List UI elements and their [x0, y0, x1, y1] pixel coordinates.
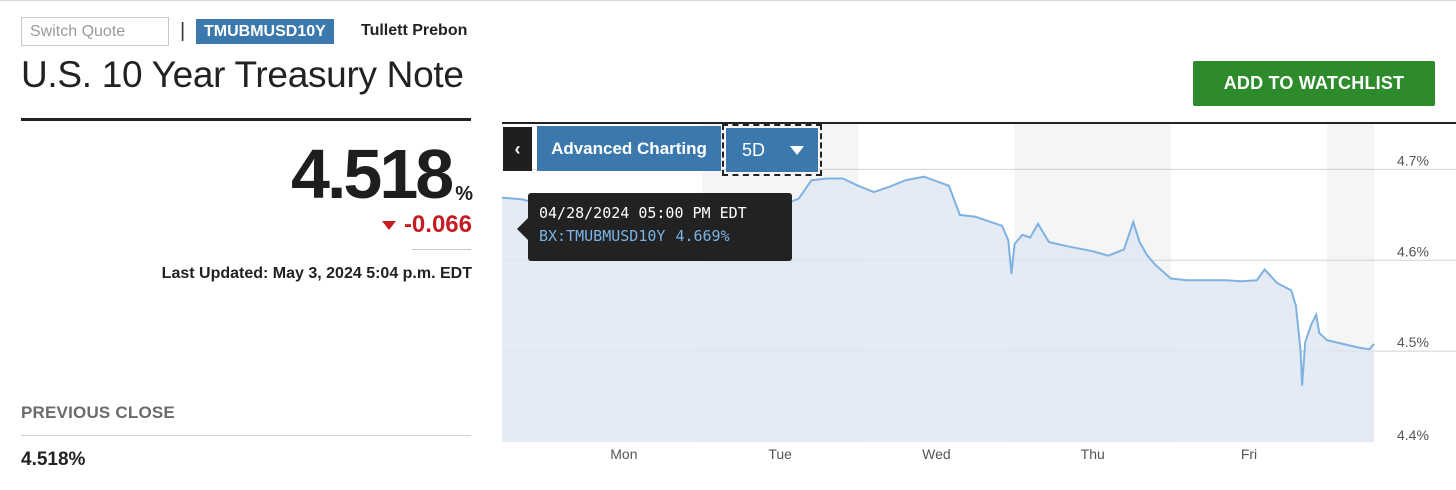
x-tick-label: Thu [1081, 446, 1105, 462]
quote-divider [21, 118, 471, 121]
tooltip-datetime: 04/28/2024 05:00 PM EDT [539, 204, 747, 222]
previous-close-label: PREVIOUS CLOSE [21, 403, 175, 422]
chart-tooltip: 04/28/2024 05:00 PM EDT BX:TMUBMUSD10Y 4.… [517, 193, 792, 261]
tooltip-series: BX:TMUBMUSD10Y [539, 227, 666, 245]
change-block: -0.066 [381, 211, 472, 239]
last-updated: Last Updated: May 3, 2024 5:04 p.m. EDT [161, 265, 472, 282]
price-change: -0.066 [403, 211, 472, 238]
ticker-badge: TMUBMUSD10Y [196, 19, 334, 44]
price-block: 4.518 % [291, 136, 473, 212]
x-tick-label: Mon [610, 446, 637, 462]
chevron-left-icon: ‹ [514, 138, 521, 159]
x-tick-label: Wed [922, 446, 951, 462]
add-to-watchlist-button[interactable]: ADD TO WATCHLIST [1193, 61, 1435, 106]
current-price: 4.518 [291, 135, 454, 213]
x-tick-label: Fri [1241, 446, 1257, 462]
header-separator: | [180, 20, 186, 42]
top-divider [0, 0, 1456, 1]
range-dropdown[interactable]: 5D [722, 124, 822, 176]
collapse-chart-button[interactable]: ‹ [503, 127, 532, 171]
chart-divider [502, 122, 1456, 124]
price-area [502, 176, 1374, 442]
y-tick-label: 4.4% [1397, 427, 1429, 443]
switch-quote-input[interactable] [21, 17, 169, 46]
y-tick-label: 4.6% [1397, 243, 1429, 259]
tooltip-value: 4.669% [675, 227, 730, 245]
down-arrow-icon [381, 220, 396, 230]
y-axis: 4.7% 4.6% 4.5% 4.4% [1397, 152, 1429, 443]
y-tick-label: 4.7% [1397, 152, 1429, 168]
previous-close-value: 4.518% [21, 449, 86, 470]
data-source: Tullett Prebon [361, 22, 468, 39]
range-label: 5D [742, 139, 766, 160]
tooltip-series-row: BX:TMUBMUSD10Y 4.669% [539, 227, 792, 245]
page-title: U.S. 10 Year Treasury Note [21, 54, 464, 95]
x-tick-label: Tue [768, 446, 792, 462]
range-dropdown-inner[interactable]: 5D [726, 128, 818, 172]
x-axis: Mon Tue Wed Thu Fri [610, 446, 1257, 462]
price-chart[interactable]: 4.7% 4.6% 4.5% 4.4% Mon Tue Wed Thu Fri [502, 124, 1456, 474]
advanced-charting-button[interactable]: Advanced Charting [537, 126, 721, 171]
previous-close-divider [21, 435, 471, 436]
caret-down-icon [790, 145, 804, 155]
price-unit: % [455, 183, 473, 205]
y-tick-label: 4.5% [1397, 334, 1429, 350]
change-underline [412, 249, 471, 250]
